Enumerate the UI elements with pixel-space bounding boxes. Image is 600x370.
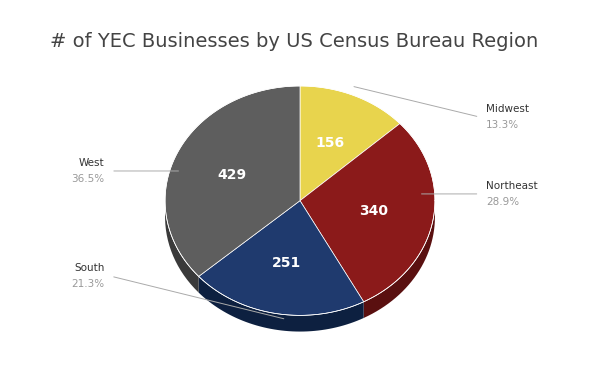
Polygon shape	[165, 203, 199, 293]
Text: 156: 156	[316, 136, 344, 150]
Text: 21.3%: 21.3%	[71, 279, 104, 289]
Text: # of YEC Businesses by US Census Bureau Region: # of YEC Businesses by US Census Bureau …	[50, 32, 539, 51]
Polygon shape	[300, 86, 400, 201]
Text: 251: 251	[272, 256, 301, 270]
Text: 36.5%: 36.5%	[71, 174, 104, 184]
Text: 28.9%: 28.9%	[486, 197, 520, 207]
Polygon shape	[199, 201, 364, 315]
Polygon shape	[165, 86, 300, 276]
Polygon shape	[300, 124, 435, 302]
Polygon shape	[364, 201, 435, 318]
Text: 429: 429	[218, 168, 247, 182]
Text: West: West	[79, 158, 104, 168]
Polygon shape	[199, 276, 364, 332]
Text: 340: 340	[359, 204, 388, 218]
Text: South: South	[74, 263, 104, 273]
Text: Northeast: Northeast	[486, 181, 538, 191]
Text: 13.3%: 13.3%	[486, 120, 520, 130]
Text: Midwest: Midwest	[486, 104, 529, 114]
